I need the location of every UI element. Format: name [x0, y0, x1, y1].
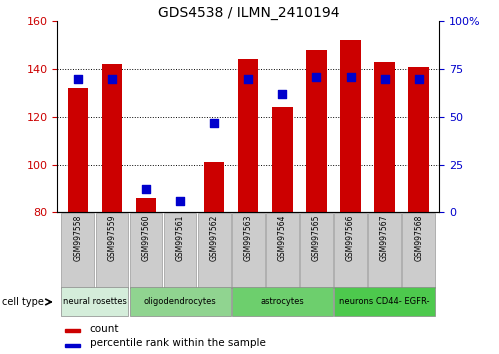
- Bar: [272, 107, 292, 212]
- Point: [278, 91, 286, 97]
- Point: [74, 76, 82, 81]
- Bar: [136, 198, 156, 212]
- Point: [142, 187, 150, 192]
- Point: [176, 198, 184, 204]
- Point: [210, 120, 218, 125]
- Text: count: count: [90, 324, 119, 334]
- Text: GSM997566: GSM997566: [346, 215, 355, 261]
- Bar: [340, 40, 361, 212]
- Bar: [102, 64, 122, 212]
- Bar: [238, 59, 258, 212]
- Text: GSM997559: GSM997559: [107, 215, 116, 261]
- Bar: [67, 88, 88, 212]
- FancyBboxPatch shape: [334, 287, 435, 316]
- Text: GSM997567: GSM997567: [380, 215, 389, 261]
- Bar: [65, 329, 80, 332]
- FancyBboxPatch shape: [130, 213, 162, 288]
- Point: [415, 76, 423, 81]
- FancyBboxPatch shape: [368, 213, 401, 288]
- FancyBboxPatch shape: [402, 213, 435, 288]
- Point: [312, 74, 320, 80]
- Text: oligodendrocytes: oligodendrocytes: [144, 297, 217, 306]
- Bar: [65, 344, 80, 347]
- Text: astrocytes: astrocytes: [260, 297, 304, 306]
- FancyBboxPatch shape: [300, 213, 333, 288]
- Text: percentile rank within the sample: percentile rank within the sample: [90, 338, 265, 348]
- FancyBboxPatch shape: [198, 213, 231, 288]
- Point: [346, 74, 354, 80]
- FancyBboxPatch shape: [266, 213, 299, 288]
- FancyBboxPatch shape: [96, 213, 128, 288]
- FancyBboxPatch shape: [232, 213, 264, 288]
- Text: GSM997565: GSM997565: [312, 215, 321, 261]
- FancyBboxPatch shape: [130, 287, 231, 316]
- Text: GSM997561: GSM997561: [176, 215, 185, 261]
- Text: cell type: cell type: [2, 297, 44, 307]
- Point: [381, 76, 389, 81]
- Text: GSM997563: GSM997563: [244, 215, 253, 261]
- FancyBboxPatch shape: [61, 213, 94, 288]
- FancyBboxPatch shape: [232, 287, 333, 316]
- Point: [108, 76, 116, 81]
- Title: GDS4538 / ILMN_2410194: GDS4538 / ILMN_2410194: [158, 6, 339, 20]
- FancyBboxPatch shape: [164, 213, 197, 288]
- Bar: [374, 62, 395, 212]
- Text: GSM997562: GSM997562: [210, 215, 219, 261]
- Text: GSM997568: GSM997568: [414, 215, 423, 261]
- Bar: [409, 67, 429, 212]
- Text: GSM997560: GSM997560: [142, 215, 151, 261]
- Bar: [306, 50, 327, 212]
- Text: neurons CD44- EGFR-: neurons CD44- EGFR-: [339, 297, 430, 306]
- Text: GSM997564: GSM997564: [278, 215, 287, 261]
- Point: [244, 76, 252, 81]
- FancyBboxPatch shape: [334, 213, 367, 288]
- Text: GSM997558: GSM997558: [73, 215, 82, 261]
- Text: neural rosettes: neural rosettes: [63, 297, 127, 306]
- FancyBboxPatch shape: [61, 287, 128, 316]
- Bar: [204, 162, 225, 212]
